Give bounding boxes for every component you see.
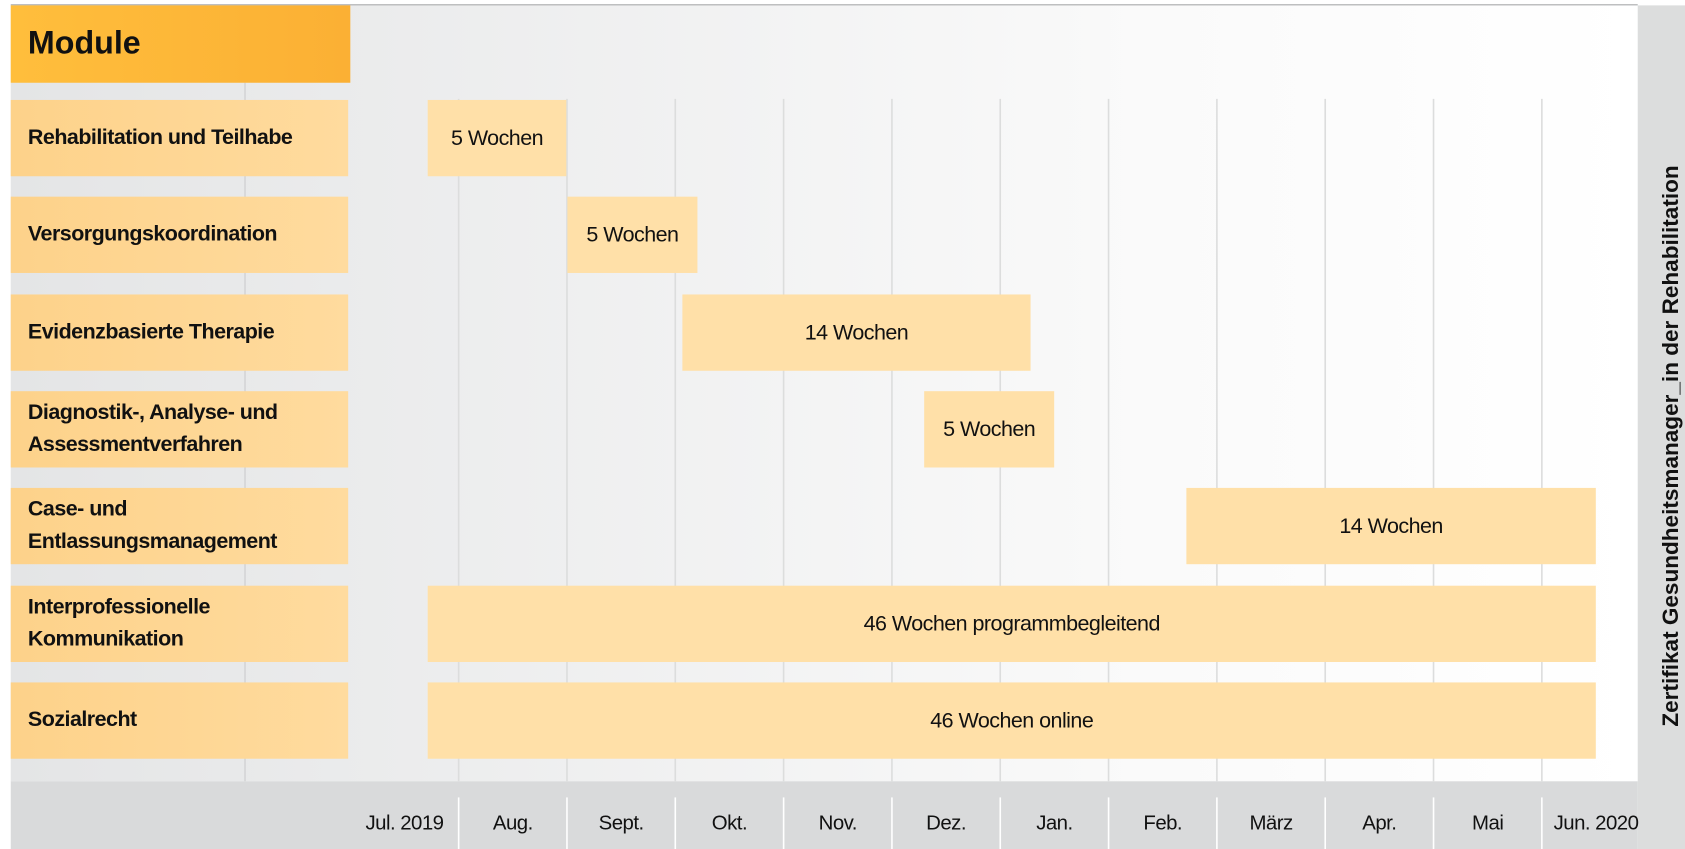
duration-bar	[427, 682, 1596, 759]
duration-bar	[567, 196, 698, 273]
side-strip	[1637, 5, 1685, 849]
month-label: Sept.	[599, 813, 644, 835]
duration-label: 5 Wochen	[451, 126, 543, 150]
month-label: Jun. 2020	[1554, 813, 1639, 835]
module-box	[10, 196, 349, 273]
module-box	[10, 294, 349, 371]
duration-label: 5 Wochen	[943, 417, 1035, 441]
month-label: Okt.	[712, 813, 747, 835]
month-label: Dez.	[926, 813, 966, 835]
module-label: Rehabilitation und Teilhabe	[28, 125, 293, 149]
module-label: Kommunikation	[28, 627, 183, 651]
module-label: Entlassungsmanagement	[28, 529, 277, 553]
duration-bar	[924, 391, 1055, 468]
month-label: Nov.	[819, 813, 857, 835]
duration-label: 46 Wochen programmbegleitend	[864, 612, 1160, 636]
module-label: Diagnostik-, Analyse- und	[28, 400, 278, 424]
duration-label: 14 Wochen	[805, 320, 908, 344]
month-label: Apr.	[1362, 813, 1396, 835]
module-label: Versorgungskoordination	[28, 221, 277, 245]
month-label: März	[1249, 813, 1293, 835]
module-label: Assessmentverfahren	[28, 432, 242, 456]
month-label: Mai	[1472, 813, 1503, 835]
module-box	[10, 391, 349, 468]
month-label: Feb.	[1143, 813, 1182, 835]
month-label: Jan.	[1036, 813, 1072, 835]
header-title: Module	[28, 25, 141, 61]
module-box	[10, 682, 349, 759]
duration-label: 5 Wochen	[586, 223, 678, 247]
module-box	[10, 487, 349, 565]
duration-label: 14 Wochen	[1339, 514, 1442, 538]
duration-bar	[1186, 487, 1596, 565]
module-label: Case- und	[28, 497, 127, 521]
month-label: Jul. 2019	[365, 813, 443, 835]
module-box	[10, 99, 349, 177]
duration-bar	[427, 99, 567, 177]
module-label: Sozialrecht	[28, 707, 137, 731]
duration-bar	[427, 585, 1596, 663]
duration-label: 46 Wochen online	[930, 708, 1093, 732]
module-label: Evidenzbasierte Therapie	[28, 319, 275, 343]
header-box	[10, 5, 351, 83]
month-label: Aug.	[493, 813, 533, 835]
module-box	[10, 585, 349, 663]
duration-bar	[682, 294, 1031, 371]
module-label: Interprofessionelle	[28, 594, 211, 618]
month-band	[10, 781, 1638, 849]
side-label: Zertifikat Gesundheitsmanager_in der Reh…	[1658, 165, 1683, 726]
